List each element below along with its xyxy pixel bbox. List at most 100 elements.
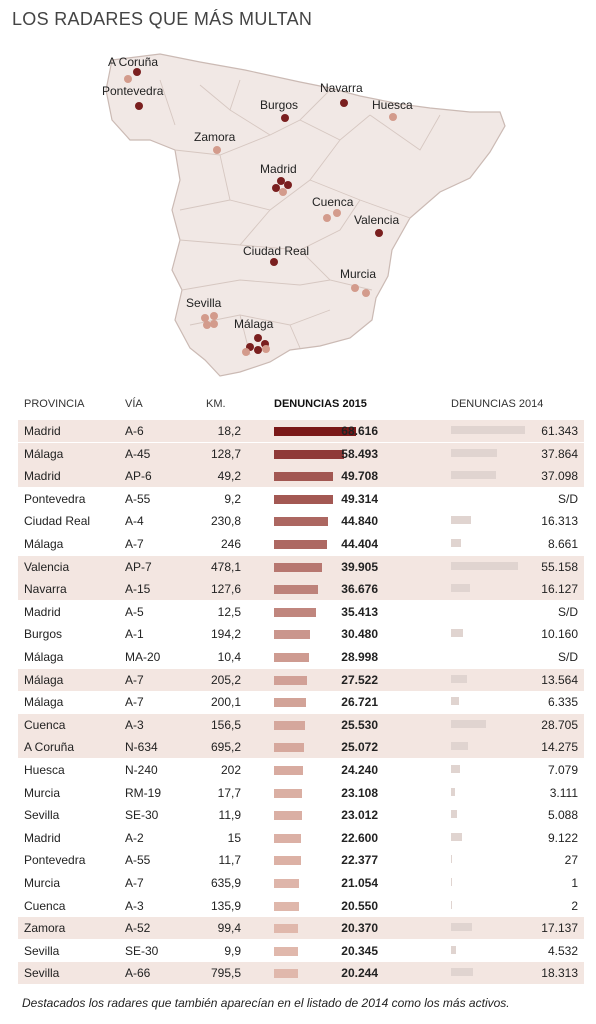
spain-land <box>105 53 506 377</box>
table-row: Sevilla SE-30 9,9 20.345 4.532 <box>18 940 584 962</box>
cell-denuncias-2014: 6.335 <box>547 695 578 710</box>
bar-2014 <box>451 561 518 570</box>
bar-2014 <box>451 900 452 909</box>
cell-provincia: Ciudad Real <box>24 514 91 529</box>
bar-2014 <box>451 810 458 819</box>
cell-km: 9,2 <box>224 491 241 506</box>
cell-via: SE-30 <box>125 943 159 958</box>
cell-via: MA-20 <box>125 650 161 664</box>
cell-km: 15 <box>227 830 241 845</box>
map-label: Zamora <box>194 130 236 144</box>
radar-dot <box>323 214 331 222</box>
cell-km: 10,4 <box>217 650 241 664</box>
cell-provincia: Sevilla <box>24 808 60 823</box>
cell-km: 156,5 <box>210 717 241 732</box>
bar-2015 <box>274 788 302 798</box>
cell-denuncias-2015: 20.345 <box>341 943 378 958</box>
cell-denuncias-2015: 36.676 <box>341 582 378 597</box>
bar-2014 <box>451 629 464 638</box>
cell-provincia: Madrid <box>24 604 61 619</box>
cell-km: 9,9 <box>224 943 241 958</box>
map-label: Málaga <box>234 317 274 331</box>
cell-denuncias-2015: 20.550 <box>341 898 378 913</box>
cell-provincia: Zamora <box>24 921 66 936</box>
cell-provincia: Pontevedra <box>24 853 86 868</box>
bar-2015 <box>274 924 299 934</box>
cell-provincia: Navarra <box>24 582 67 597</box>
bar-2015 <box>274 472 334 482</box>
cell-denuncias-2015: 23.108 <box>341 785 378 800</box>
cell-km: 49,2 <box>217 469 241 484</box>
table-row: Málaga A-7 246 44.404 8.661 <box>18 533 584 555</box>
bar-2015 <box>274 766 303 775</box>
cell-km: 127,6 <box>210 582 241 597</box>
cell-provincia: Pontevedra <box>24 491 86 506</box>
cell-denuncias-2014: 37.864 <box>541 446 578 461</box>
cell-provincia: Málaga <box>24 650 64 664</box>
cell-denuncias-2015: 24.240 <box>341 763 378 777</box>
bar-2014 <box>451 742 469 751</box>
cell-via: N-240 <box>125 763 158 777</box>
bar-2015 <box>274 517 328 527</box>
radar-dot <box>270 258 278 266</box>
bar-2014 <box>451 539 462 547</box>
radar-dot <box>277 177 285 185</box>
bar-2014 <box>451 516 471 525</box>
cell-provincia: Madrid <box>24 469 61 484</box>
cell-km: 246 <box>220 537 241 551</box>
table-row: Málaga MA-20 10,4 28.998 S/D <box>18 646 584 668</box>
radar-dot <box>254 346 262 354</box>
bar-2014 <box>451 765 460 773</box>
cell-via: AP-6 <box>125 469 152 484</box>
cell-denuncias-2014: 10.160 <box>541 627 578 642</box>
bar-2015 <box>274 494 333 504</box>
cell-denuncias-2015: 20.370 <box>341 921 378 936</box>
cell-via: A-55 <box>125 491 151 506</box>
cell-km: 135,9 <box>210 898 241 913</box>
cell-denuncias-2015: 25.530 <box>341 717 378 732</box>
cell-km: 230,8 <box>210 514 241 529</box>
bar-2015 <box>274 811 302 821</box>
header-via: VÍA <box>125 398 143 410</box>
cell-denuncias-2015: 22.377 <box>341 853 378 868</box>
table-row: Málaga A-45 128,7 58.493 37.864 <box>18 442 584 465</box>
cell-denuncias-2014: 4.532 <box>547 943 578 958</box>
cell-km: 635,9 <box>210 876 241 890</box>
map-label: A Coruña <box>108 55 158 69</box>
table-row: Málaga A-7 205,2 27.522 13.564 <box>18 668 584 691</box>
table-row: Málaga A-7 200,1 26.721 6.335 <box>18 691 584 713</box>
radar-dot <box>135 102 143 110</box>
radar-dot <box>133 68 141 76</box>
page-title: LOS RADARES QUE MÁS MULTAN <box>12 9 313 29</box>
radar-dot <box>124 75 132 83</box>
bar-2014 <box>451 674 468 683</box>
table-row: Madrid A-6 18,2 68.616 61.343 <box>18 420 584 442</box>
radar-dot <box>210 312 218 320</box>
header-denuncias-2014: DENUNCIAS 2014 <box>451 398 544 410</box>
bar-2014 <box>451 448 497 457</box>
table-row: Madrid AP-6 49,2 49.708 37.098 <box>18 465 584 488</box>
map-label: Huesca <box>372 98 413 112</box>
bar-2015 <box>274 630 311 640</box>
bar-2014 <box>451 719 486 728</box>
bar-2015 <box>274 720 305 730</box>
map-label: Valencia <box>354 213 399 227</box>
map-label: Madrid <box>260 162 297 176</box>
cell-denuncias-2014: S/D <box>557 491 578 506</box>
cell-provincia: Madrid <box>24 424 61 438</box>
cell-denuncias-2015: 22.600 <box>341 830 378 845</box>
cell-provincia: Málaga <box>24 672 64 687</box>
cell-via: A-4 <box>125 514 144 529</box>
cell-denuncias-2014: 14.275 <box>541 740 578 755</box>
cell-via: N-634 <box>125 740 158 755</box>
cell-via: A-7 <box>125 537 144 551</box>
bar-2015 <box>274 427 356 436</box>
cell-via: A-1 <box>125 627 144 642</box>
table-row: Navarra A-15 127,6 36.676 16.127 <box>18 578 584 601</box>
map-label: Murcia <box>340 267 376 281</box>
cell-denuncias-2015: 23.012 <box>341 808 378 823</box>
spain-radar-map: A Coruña Pontevedra Navarra Burgos Huesca Zam… <box>102 53 506 377</box>
map-label: Cuenca <box>312 195 354 209</box>
bar-2015 <box>274 562 322 572</box>
cell-provincia: Huesca <box>24 763 65 777</box>
